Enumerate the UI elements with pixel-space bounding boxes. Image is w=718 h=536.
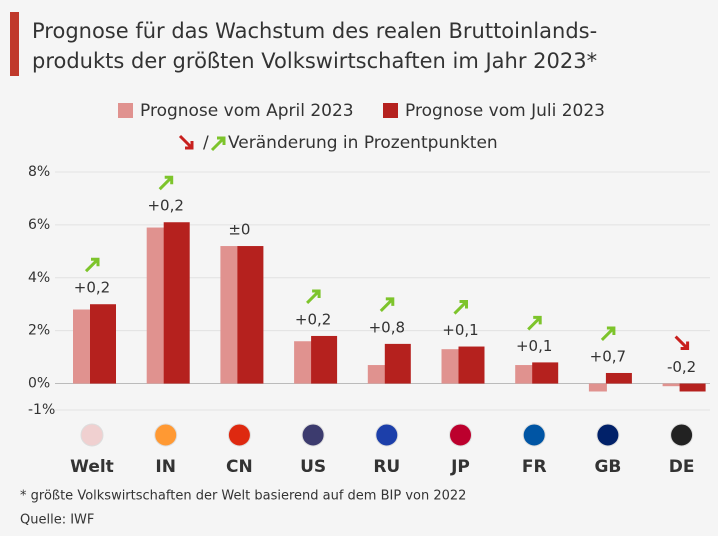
change-arrow <box>84 257 100 273</box>
change-arrow <box>453 300 468 315</box>
legend-label: Prognose vom April 2023 <box>140 101 354 121</box>
flag-icon <box>227 423 251 447</box>
bar <box>532 362 559 384</box>
change-arrow <box>178 134 194 150</box>
y-tick-label: 4% <box>28 270 50 286</box>
flag-icon <box>301 423 325 447</box>
subtitle: Veränderung in Prozentpunkten <box>228 133 498 153</box>
y-tick-label: 0% <box>28 376 50 392</box>
change-label: +0,7 <box>590 347 626 365</box>
bar <box>515 365 534 384</box>
x-tick-label: JP <box>450 457 470 477</box>
bar <box>73 309 91 384</box>
x-tick-label: CN <box>226 457 253 477</box>
bar <box>662 383 681 387</box>
bar <box>294 341 313 384</box>
flag-icon <box>522 423 546 447</box>
change-arrow <box>210 136 226 152</box>
change-arrow <box>674 335 690 351</box>
change-label: +0,8 <box>369 318 405 336</box>
change-label: ±0 <box>228 221 250 239</box>
change-label: +0,2 <box>295 310 331 328</box>
x-tick-label: FR <box>522 457 547 477</box>
flag-icon <box>670 423 694 447</box>
x-tick-label: IN <box>155 457 176 477</box>
bar <box>458 346 485 384</box>
flag-icon <box>596 423 620 447</box>
y-tick-label: 6% <box>28 217 50 233</box>
y-tick-label: 8% <box>28 164 50 180</box>
flag-icon <box>375 423 399 447</box>
x-tick-label: Welt <box>70 457 114 477</box>
flag-icon <box>80 423 104 447</box>
title-accent <box>10 12 19 76</box>
bar <box>220 246 239 384</box>
bar <box>588 383 607 392</box>
bar <box>367 365 386 384</box>
legend-swatch <box>118 103 133 118</box>
change-arrow <box>379 297 395 312</box>
bar <box>605 372 632 384</box>
flag-icon <box>154 423 178 447</box>
x-tick-label: US <box>300 457 326 477</box>
change-label: +0,1 <box>516 337 552 355</box>
x-tick-label: DE <box>669 457 695 477</box>
change-arrow <box>527 315 542 331</box>
change-arrow <box>158 175 174 191</box>
legend-swatch <box>383 103 398 118</box>
bar <box>90 304 116 384</box>
bar <box>679 383 706 392</box>
change-label: +0,1 <box>442 321 478 339</box>
legend-label: Prognose vom Juli 2023 <box>405 101 605 121</box>
footnote: * größte Volkswirtschaften der Welt basi… <box>20 489 466 504</box>
bar <box>384 343 411 384</box>
bar <box>311 335 338 384</box>
source: Quelle: IWF <box>20 513 94 528</box>
subtitle-slash: / <box>203 133 209 153</box>
y-tick-label: -1% <box>28 402 55 418</box>
flag-icon <box>449 423 472 447</box>
bar <box>146 227 165 384</box>
change-arrow <box>306 289 321 305</box>
x-tick-label: RU <box>373 457 400 477</box>
bar <box>237 246 264 384</box>
y-tick-label: 2% <box>28 323 50 339</box>
chart-title: Prognose für das Wachstum des realen Bru… <box>32 19 597 43</box>
bar <box>441 349 460 384</box>
x-tick-label: GB <box>594 457 621 477</box>
change-arrow <box>600 326 616 342</box>
change-label: -0,2 <box>667 358 696 376</box>
bar <box>163 222 190 384</box>
change-label: +0,2 <box>147 197 183 215</box>
chart-title: produkts der größten Volkswirtschaften i… <box>32 49 597 73</box>
change-label: +0,2 <box>74 279 110 297</box>
